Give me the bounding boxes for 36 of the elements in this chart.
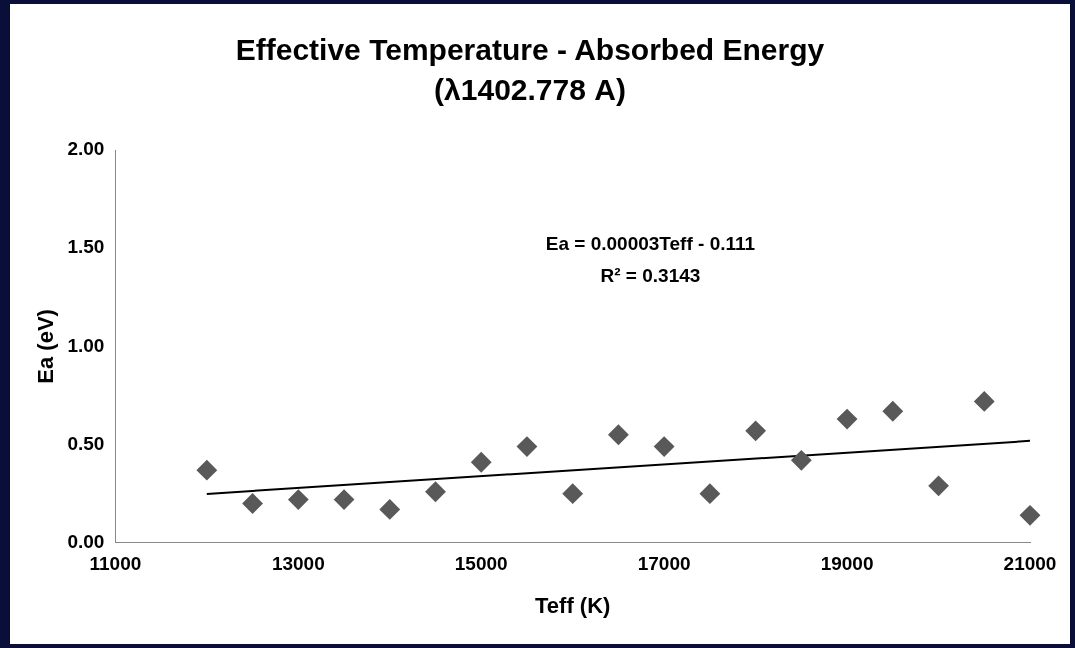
- point: [837, 409, 858, 430]
- point: [699, 483, 720, 504]
- point: [379, 499, 400, 520]
- chart-subtitle: (λ1402.778 A): [434, 73, 626, 107]
- y-tick-label: 2.00: [67, 138, 105, 160]
- y-tick-label: 0.50: [67, 432, 105, 454]
- y-tick-label: 1.50: [67, 236, 105, 258]
- point: [196, 460, 217, 481]
- y-tick-label: 1.00: [67, 334, 105, 356]
- point: [882, 401, 903, 422]
- x-tick-label: 13000: [271, 553, 325, 575]
- chart-title: Effective Temperature - Absorbed Energy: [235, 33, 825, 67]
- point: [334, 489, 355, 510]
- point: [974, 391, 995, 412]
- point: [288, 489, 309, 510]
- point: [745, 420, 766, 441]
- annotation: R² = 0.3143: [600, 264, 701, 286]
- x-tick-label: 11000: [89, 553, 142, 575]
- x-tick-label: 17000: [637, 553, 691, 575]
- y-tick-label: 0.00: [67, 531, 105, 553]
- point: [242, 493, 263, 514]
- y-axis-title: Ea (eV): [33, 309, 59, 384]
- point: [516, 436, 537, 457]
- point: [608, 424, 629, 445]
- x-tick-label: 21000: [1003, 553, 1057, 575]
- point: [1020, 505, 1040, 526]
- x-tick-label: 19000: [820, 553, 874, 575]
- point: [928, 475, 949, 496]
- point: [791, 450, 812, 471]
- x-tick-label: 15000: [454, 553, 508, 575]
- point: [471, 452, 492, 473]
- x-axis-title: Teff (K): [535, 592, 611, 618]
- point: [562, 483, 583, 504]
- annotation: Ea = 0.00003Teff - 0.111: [545, 232, 756, 254]
- point: [654, 436, 675, 457]
- point: [425, 481, 446, 502]
